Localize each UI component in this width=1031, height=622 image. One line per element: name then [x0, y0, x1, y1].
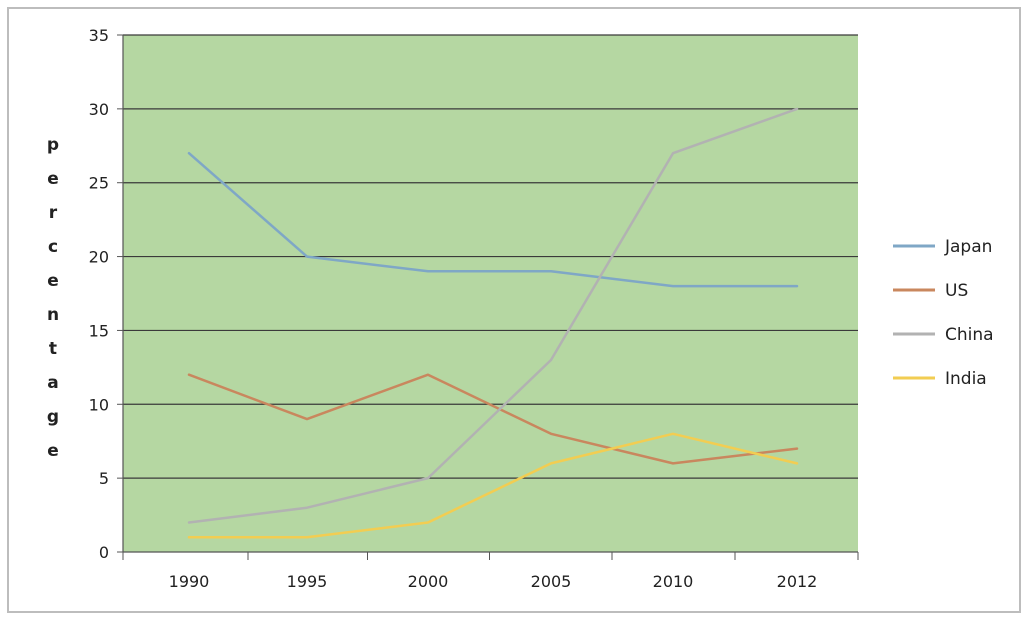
- legend-label-us: US: [945, 281, 968, 301]
- y-tick-label: 10: [89, 395, 109, 414]
- legend-label-japan: Japan: [944, 237, 992, 257]
- series-lines: [187, 107, 799, 539]
- y-axis-label-letter: g: [47, 407, 59, 427]
- series-line-china: [187, 107, 799, 524]
- y-axis-label-letter: p: [47, 135, 59, 155]
- series-line-us: [187, 373, 799, 465]
- y-axis-label-letter: c: [48, 237, 58, 257]
- plot-area: [123, 35, 858, 552]
- axes: 0 5 10 15 20 25 30 35 1990 1995 2000 2005 2010 2012: [89, 26, 859, 591]
- legend: Japan US China India: [893, 237, 994, 389]
- y-axis-label-letter: e: [47, 271, 59, 291]
- y-tick-label: 30: [89, 100, 109, 119]
- series-line-japan: [187, 151, 799, 288]
- y-axis-label-letter: a: [47, 373, 58, 393]
- x-tick-label: 2012: [777, 572, 818, 591]
- legend-label-china: China: [945, 325, 994, 345]
- gridlines: [123, 34, 858, 479]
- x-tick-label: 1995: [287, 572, 328, 591]
- y-tick-label: 35: [89, 26, 109, 45]
- y-tick-label: 0: [99, 543, 109, 562]
- y-tick-label: 5: [99, 469, 109, 488]
- y-axis-label-letter: e: [47, 169, 59, 189]
- series-line-india: [187, 432, 799, 539]
- y-axis-label-letter: n: [47, 305, 59, 325]
- x-tick-label: 2005: [531, 572, 572, 591]
- y-axis-label-letter: r: [49, 203, 58, 223]
- x-tick-label: 1990: [169, 572, 210, 591]
- x-tick-label: 2010: [653, 572, 694, 591]
- legend-label-india: India: [945, 369, 987, 389]
- y-tick-label: 20: [89, 248, 109, 267]
- y-axis-label-letter: t: [49, 339, 57, 359]
- x-tick-label: 2000: [408, 572, 449, 591]
- y-tick-label: 25: [89, 174, 109, 193]
- y-axis-label-letter: e: [47, 441, 59, 461]
- y-tick-label: 15: [89, 321, 109, 340]
